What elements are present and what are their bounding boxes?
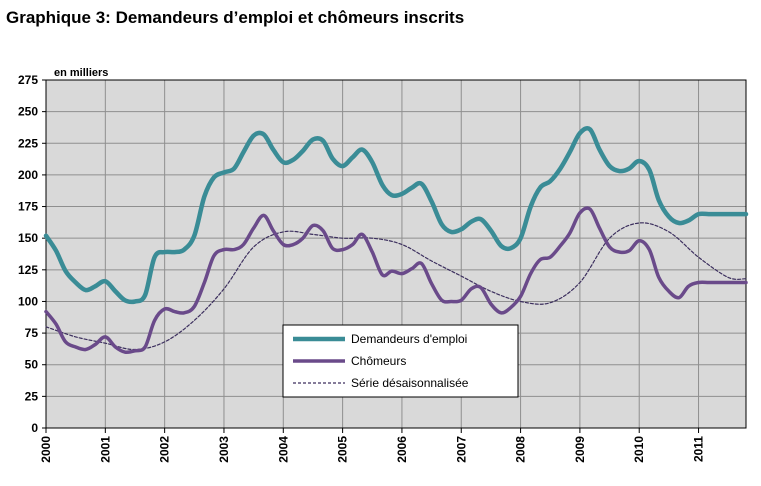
y-tick-label: 200 (18, 168, 38, 182)
y-tick-label: 250 (18, 105, 38, 119)
x-tick-label: 2003 (217, 436, 231, 463)
chart-title: Graphique 3: Demandeurs d’emploi et chôm… (6, 8, 465, 27)
x-tick-label: 2010 (632, 436, 646, 463)
y-axis: 0 25 50 75 100 125 150 175 200 225 250 275 (18, 73, 46, 435)
y-tick-label: 75 (25, 326, 39, 340)
series-line-1 (44, 206, 748, 355)
y-tick-label: 275 (18, 73, 38, 87)
y-axis-unit-label: en milliers (54, 67, 108, 79)
x-tick-label: 2000 (39, 436, 53, 463)
x-tick-label: 2002 (158, 436, 172, 463)
y-tick-label: 125 (18, 263, 38, 277)
legend: Demandeurs d'emploi Chômeurs Série désaiso… (282, 324, 519, 398)
y-tick-label: 175 (18, 200, 38, 214)
x-tick-label: 2007 (454, 436, 468, 463)
gridlines (45, 79, 747, 429)
series-line-2 (45, 222, 747, 351)
y-tick-label: 25 (25, 389, 39, 403)
x-tick-label: 2009 (573, 436, 587, 463)
x-tick-label: 2011 (692, 436, 706, 462)
x-tick-label: 2005 (336, 436, 350, 463)
x-tick-label: 2006 (395, 436, 409, 463)
x-axis: 2000 2001 2002 2003 2004 2005 2006 2007 2008 2009… (39, 428, 706, 463)
y-tick-label: 225 (18, 136, 38, 150)
x-tick-label: 2001 (98, 436, 112, 463)
legend-label-0: Demandeurs d'emploi (351, 332, 467, 346)
y-tick-label: 100 (18, 294, 38, 308)
x-tick-label: 2004 (276, 436, 290, 463)
plot-border (45, 79, 747, 429)
y-tick-label: 50 (25, 358, 39, 372)
series-lines (43, 126, 749, 355)
series-line-0 (43, 126, 749, 305)
y-tick-label: 150 (18, 231, 38, 245)
x-tick-label: 2008 (514, 436, 528, 463)
y-tick-label: 0 (31, 421, 38, 435)
legend-label-1: Chômeurs (351, 354, 406, 368)
legend-label-2: Série désaisonnalisée (351, 376, 469, 390)
